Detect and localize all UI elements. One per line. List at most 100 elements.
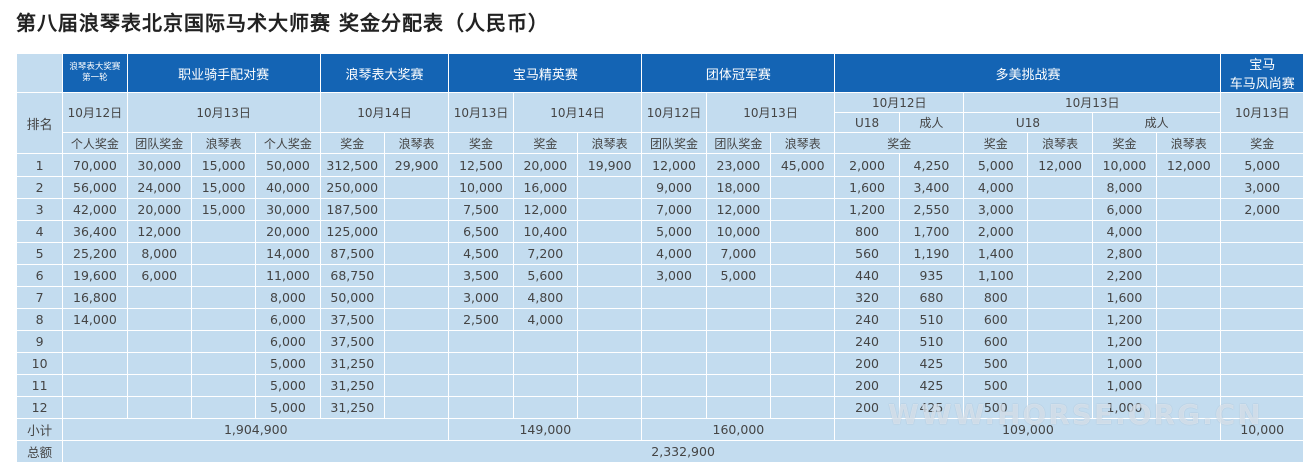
event-name: 宝马 xyxy=(1249,58,1276,73)
prize-cell: 14,000 xyxy=(62,308,128,331)
prize-cell: 5,000 xyxy=(1220,153,1304,177)
prize-cell xyxy=(1027,374,1093,397)
prize-cell: 1,000 xyxy=(1091,374,1158,397)
table-row: 11 5,000 31,250 200 425 500 1,000 xyxy=(15,374,1304,397)
prize-cell: 2,200 xyxy=(1091,264,1158,287)
prize-table: 浪琴表大奖赛 第一轮 职业骑手配对赛 浪琴表大奖赛 宝马精英赛 团体冠军赛 多美… xyxy=(15,53,1304,463)
prize-cell xyxy=(705,374,772,397)
prize-cell xyxy=(705,330,772,353)
prize-cell xyxy=(383,352,450,375)
prize-cell xyxy=(1156,198,1222,221)
prize-cell: 45,000 xyxy=(770,153,836,177)
prize-cell: 1,700 xyxy=(898,220,965,243)
prize-cell xyxy=(770,308,836,331)
prize-cell: 320 xyxy=(834,286,900,309)
prize-cell: 4,000 xyxy=(1091,220,1158,243)
prize-cell: 10,000 xyxy=(705,220,772,243)
prize-cell: 5,000 xyxy=(255,374,321,397)
prize-cell: 125,000 xyxy=(319,220,385,243)
prize-cell: 1,200 xyxy=(1091,308,1158,331)
prize-cell xyxy=(190,352,257,375)
prize-cell: 1,000 xyxy=(1091,352,1158,375)
prize-cell: 2,000 xyxy=(834,153,900,177)
prize-cell: 6,000 xyxy=(255,330,321,353)
prize-cell: 240 xyxy=(834,330,900,353)
prize-cell: 500 xyxy=(963,374,1029,397)
prize-cell xyxy=(1027,264,1093,287)
prize-cell xyxy=(705,286,772,309)
subheader: 浪琴表 xyxy=(1156,132,1222,154)
prize-cell xyxy=(641,374,707,397)
subheader: 浪琴表 xyxy=(190,132,257,154)
total-label: 总额 xyxy=(15,440,64,463)
prize-cell xyxy=(770,176,836,199)
prize-cell: 5,600 xyxy=(512,264,579,287)
prize-cell xyxy=(770,374,836,397)
prize-cell: 200 xyxy=(834,374,900,397)
prize-cell: 9,000 xyxy=(641,176,707,199)
subtotal-label: 小计 xyxy=(15,418,64,441)
prize-cell: 12,000 xyxy=(641,153,707,177)
prize-cell: 87,500 xyxy=(319,242,385,265)
prize-cell xyxy=(641,286,707,309)
prize-cell: 3,000 xyxy=(448,286,514,309)
prize-cell xyxy=(641,352,707,375)
prize-cell: 2,550 xyxy=(898,198,965,221)
prize-cell xyxy=(576,176,643,199)
prize-cell: 4,000 xyxy=(512,308,579,331)
prize-cell xyxy=(1027,220,1093,243)
prize-cell: 3,400 xyxy=(898,176,965,199)
prize-cell: 187,500 xyxy=(319,198,385,221)
prize-cell: 50,000 xyxy=(319,286,385,309)
prize-cell xyxy=(1027,176,1093,199)
rank-cell: 7 xyxy=(15,286,64,309)
prize-cell: 12,000 xyxy=(1156,153,1222,177)
prize-cell: 425 xyxy=(898,374,965,397)
prize-cell xyxy=(576,374,643,397)
subheader: 个人奖金 xyxy=(255,132,321,154)
subheader: 奖金 xyxy=(319,132,385,154)
prize-cell: 15,000 xyxy=(190,153,257,177)
table-row: 1 70,000 30,000 15,000 50,000 312,500 29,900 12… xyxy=(15,153,1304,177)
prize-cell xyxy=(1156,264,1222,287)
prize-cell: 2,500 xyxy=(448,308,514,331)
prize-cell: 3,500 xyxy=(448,264,514,287)
subheader: 奖金 xyxy=(834,132,965,154)
prize-cell xyxy=(1220,220,1304,243)
table-row: 7 16,800 8,000 50,000 3,000 4,800 320 680 800 1,6… xyxy=(15,286,1304,309)
prize-cell xyxy=(448,396,514,419)
prize-cell: 800 xyxy=(834,220,900,243)
prize-cell xyxy=(190,396,257,419)
subheader: 团队奖金 xyxy=(126,132,192,154)
prize-cell xyxy=(1156,286,1222,309)
prize-cell: 19,900 xyxy=(576,153,643,177)
prize-cell xyxy=(383,220,450,243)
prize-cell xyxy=(190,330,257,353)
prize-cell xyxy=(641,396,707,419)
prize-cell xyxy=(1220,264,1304,287)
prize-cell xyxy=(1156,242,1222,265)
rank-cell: 11 xyxy=(15,374,64,397)
prize-cell: 3,000 xyxy=(641,264,707,287)
event-header-pro-rider-pairs: 职业骑手配对赛 xyxy=(126,53,321,93)
prize-cell xyxy=(190,374,257,397)
prize-cell xyxy=(770,198,836,221)
prize-cell xyxy=(190,220,257,243)
prize-cell: 8,000 xyxy=(255,286,321,309)
prize-cell xyxy=(770,352,836,375)
prize-cell xyxy=(641,330,707,353)
prize-cell xyxy=(383,176,450,199)
prize-cell xyxy=(383,264,450,287)
subheader: 奖金 xyxy=(1091,132,1158,154)
prize-cell xyxy=(383,374,450,397)
prize-cell: 5,000 xyxy=(255,352,321,375)
prize-cell: 18,000 xyxy=(705,176,772,199)
subheader: 个人奖金 xyxy=(62,132,128,154)
prize-cell xyxy=(576,330,643,353)
event-header-longines-gp-round1: 浪琴表大奖赛 第一轮 xyxy=(62,53,128,93)
prize-cell xyxy=(512,352,579,375)
prize-cell xyxy=(1156,352,1222,375)
rank-cell: 10 xyxy=(15,352,64,375)
event-header-bmw-carriage: 宝马 车马风尚赛 xyxy=(1220,53,1304,93)
watermark: WWW.HORSE.ORG.CN xyxy=(888,398,1263,431)
